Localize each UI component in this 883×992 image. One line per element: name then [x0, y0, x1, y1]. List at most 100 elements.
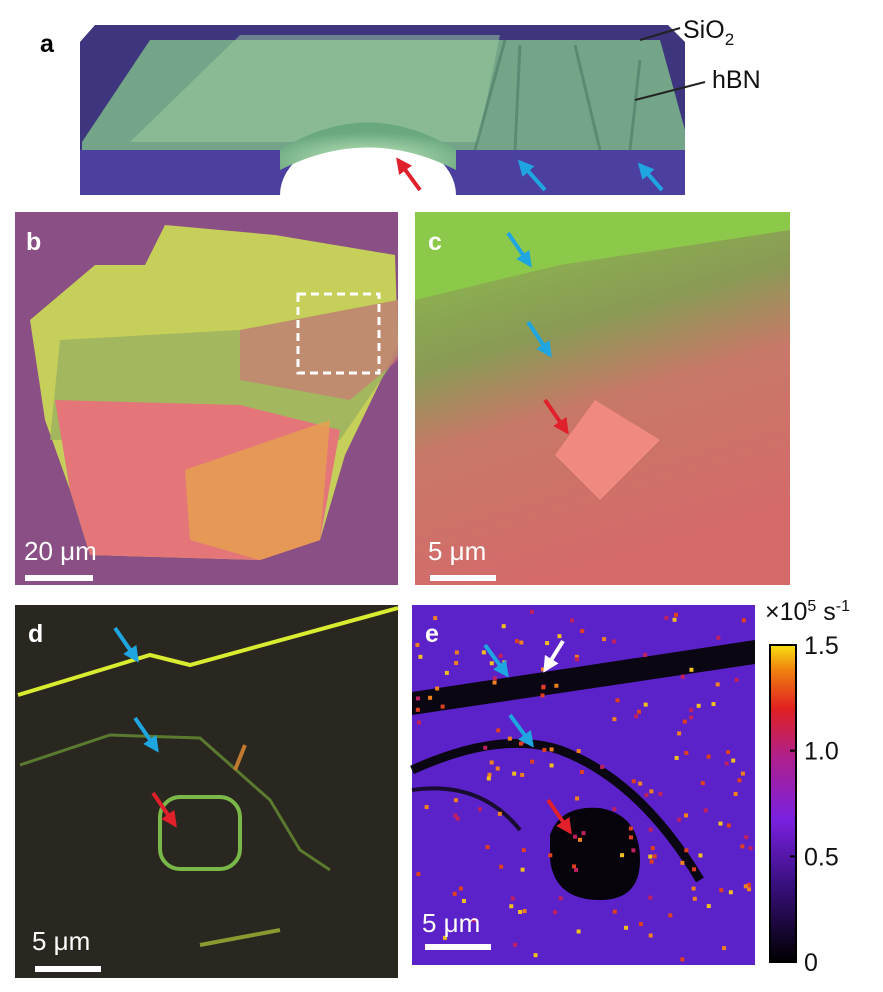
noise-dot: [415, 696, 420, 701]
noise-dot: [672, 617, 677, 622]
unit-text: s: [816, 598, 835, 626]
noise-dot: [487, 772, 492, 777]
panel-a: a SiO2 hBN: [40, 16, 761, 195]
noise-dot: [486, 776, 491, 781]
noise-dot: [600, 764, 605, 769]
noise-dot: [648, 895, 653, 900]
noise-dot: [612, 807, 617, 812]
noise-dot: [499, 864, 504, 869]
noise-dot: [581, 831, 586, 836]
noise-dot: [572, 864, 577, 869]
tick-label: 0: [804, 949, 818, 977]
noise-dot: [514, 639, 519, 644]
noise-dot: [520, 867, 525, 872]
noise-dot: [442, 935, 447, 940]
scale-bar-label: 20 μm: [24, 536, 97, 566]
layer-label: hBN: [712, 66, 761, 94]
noise-dot: [638, 922, 643, 927]
scale-bar-label: 5 μm: [422, 908, 480, 938]
noise-dot: [719, 888, 724, 893]
noise-dot: [509, 904, 514, 909]
panel-d: d 5 μm: [15, 605, 399, 978]
noise-dot: [495, 766, 500, 771]
noise-dot: [624, 925, 629, 930]
noise-dot: [512, 771, 517, 776]
noise-dot: [580, 629, 585, 634]
noise-dot: [648, 827, 653, 832]
noise-dot: [674, 612, 679, 617]
noise-dot: [682, 719, 687, 724]
noise-dot: [485, 845, 490, 850]
noise-dot: [529, 609, 534, 614]
noise-dot: [416, 872, 421, 877]
panel-label: d: [28, 620, 43, 648]
noise-dot: [458, 886, 463, 891]
noise-dot: [513, 942, 518, 947]
noise-dot: [649, 859, 654, 864]
noise-dot: [689, 715, 694, 720]
noise-dot: [542, 747, 547, 752]
noise-dot: [415, 642, 420, 647]
noise-dot: [573, 867, 578, 872]
noise-dot: [454, 650, 459, 655]
noise-dot: [540, 693, 545, 698]
noise-dot: [706, 754, 711, 759]
noise-dot: [650, 846, 655, 851]
panel-label: b: [26, 228, 41, 256]
noise-dot: [715, 682, 720, 687]
noise-dot: [680, 860, 685, 865]
noise-dot: [452, 891, 457, 896]
noise-dot: [489, 760, 494, 765]
unit-exp: 5: [807, 598, 816, 615]
noise-dot: [734, 677, 739, 682]
noise-dot: [743, 884, 748, 889]
noise-dot: [680, 957, 685, 962]
noise-dot: [549, 763, 554, 768]
tick-label: 0.5: [804, 843, 839, 871]
layer-label-sub: 2: [725, 30, 734, 49]
noise-dot: [658, 792, 663, 797]
noise-dot: [728, 890, 733, 895]
noise-dot: [644, 793, 649, 798]
noise-dot: [415, 707, 420, 712]
noise-dot: [636, 709, 641, 714]
noise-dot: [746, 882, 751, 887]
noise-dot: [553, 910, 558, 915]
noise-dot: [680, 674, 685, 679]
unit-text: ×10: [765, 598, 807, 626]
noise-dot: [643, 652, 648, 657]
noise-dot: [455, 816, 460, 821]
noise-dot: [433, 616, 438, 621]
noise-dot: [492, 680, 497, 685]
unit-exp: -1: [836, 598, 850, 615]
noise-dot: [643, 702, 648, 707]
noise-dot: [576, 749, 581, 754]
noise-dot: [453, 798, 458, 803]
noise-dot: [716, 635, 721, 640]
noise-dot: [677, 817, 682, 822]
panel-label: e: [425, 620, 439, 648]
noise-dot: [620, 853, 625, 858]
colorbar: ×105 s-1 1.5 1.0 0.5 0: [765, 598, 850, 977]
noise-dot: [628, 835, 633, 840]
noise-dot: [492, 676, 497, 681]
noise-dot: [428, 695, 433, 700]
noise-dot: [731, 758, 736, 763]
noise-dot: [638, 781, 643, 786]
colorbar-unit: ×105 s-1: [765, 598, 850, 626]
noise-dot: [696, 703, 701, 708]
panel-label: c: [428, 228, 442, 256]
noise-dot: [510, 896, 515, 901]
noise-dot: [684, 813, 689, 818]
noise-dot: [574, 657, 579, 662]
noise-dot: [740, 844, 745, 849]
noise-dot: [684, 848, 689, 853]
noise-dot: [612, 717, 617, 722]
noise-dot: [575, 796, 580, 801]
noise-dot: [689, 708, 694, 713]
noise-dot: [545, 641, 550, 646]
noise-dot: [533, 953, 538, 958]
noise-dot: [631, 848, 636, 853]
noise-dot: [569, 618, 574, 623]
noise-dot: [612, 909, 617, 914]
